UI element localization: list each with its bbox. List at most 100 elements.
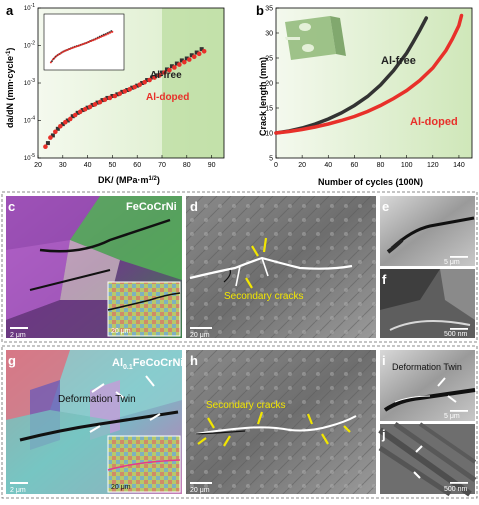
panel-a-point-free — [179, 58, 184, 63]
panel-a-xtick-label: 40 — [84, 162, 92, 169]
panel-b-xtick-label: 120 — [427, 162, 439, 169]
panel-a-ytick-label: 10-5 — [24, 153, 35, 162]
panel-a-legend-doped: Al-doped — [146, 92, 189, 103]
panel-i-scale: 5 μm — [444, 413, 460, 420]
panel-a-inset-point — [71, 47, 73, 50]
panel-e-label: e — [382, 199, 389, 214]
panel-a-point-doped — [102, 97, 108, 102]
panel-a-point-doped — [92, 102, 98, 107]
panel-a-point-free — [60, 122, 65, 127]
panel-a-point-doped — [201, 49, 207, 54]
panel-a-point-free — [100, 98, 105, 103]
panel-c-label: c — [8, 199, 15, 214]
panel-a-point-free — [50, 133, 55, 138]
panel-e-scale: 5 μm — [444, 259, 460, 266]
panel-i-sem — [380, 350, 476, 421]
panel-g-annotation: Deformation Twin — [58, 394, 136, 405]
panel-a-point-free — [135, 83, 140, 88]
panel-a-point-doped — [107, 95, 113, 101]
panel-a-point-doped — [142, 79, 147, 85]
panel-a-point-free — [169, 64, 174, 69]
panel-b-label: b — [256, 3, 264, 18]
panel-a-inset-point — [65, 49, 68, 52]
panel-a-inset-point — [49, 61, 52, 64]
specimen-icon — [285, 16, 346, 60]
panel-a-point-doped — [191, 54, 197, 60]
panel-h-annotation: Secondary cracks — [206, 400, 285, 411]
panel-a-xtick-label: 90 — [208, 162, 216, 169]
panel-a-point-doped — [172, 65, 177, 70]
bottom-row-frame — [1, 345, 478, 499]
panel-a-ylabel: da/dN (mm·cycle-1) — [5, 48, 15, 128]
panel-b-xtick-label: 100 — [401, 162, 413, 169]
panel-a-inset-point — [53, 56, 56, 59]
panel-b-xtick-label: 0 — [274, 162, 278, 169]
panel-e-sem — [380, 196, 475, 266]
panel-i-annotation: Deformation Twin — [392, 362, 462, 372]
panel-a-point-free — [75, 110, 80, 115]
panel-a-xlabel: DK/ (MPa·m1/2) — [98, 175, 160, 185]
panel-a-inset-point — [69, 47, 72, 50]
panel-b-ytick-label: 15 — [265, 106, 273, 113]
panel-a-inset-point — [86, 41, 89, 44]
panel-a-inset-point — [72, 46, 75, 49]
panel-b-lines — [274, 13, 464, 135]
panel-c-scale-bar — [10, 327, 28, 329]
panel-a-inset-point — [111, 30, 114, 33]
panel-g-scale: 2 μm — [10, 487, 26, 494]
panel-a-point-free — [184, 56, 189, 61]
panel-a-point-free — [194, 50, 199, 55]
panel-a-point-free — [130, 85, 135, 90]
panel-a-point-doped — [157, 73, 162, 78]
panel-a-xtick-label: 20 — [34, 162, 42, 169]
panel-a-inset-point — [55, 54, 58, 57]
panel-a-ytick-label: 10-1 — [24, 3, 35, 12]
panel-i-label: i — [382, 353, 386, 368]
panel-a-inset-point — [80, 43, 83, 46]
panel-a-inset-point — [57, 53, 60, 56]
panel-a-point-doped — [147, 77, 152, 83]
panel-a-inset-point — [74, 45, 77, 48]
panel-b-ytick-label: 10 — [265, 131, 273, 138]
panel-c-inset-scale: 20 μm — [111, 328, 131, 335]
panel-h-scale: 20 μm — [190, 487, 210, 494]
panel-e-scale-bar — [450, 256, 468, 258]
panel-a-point-doped — [72, 112, 78, 118]
panel-a-point-doped — [87, 104, 93, 110]
panel-a-point-doped — [112, 93, 118, 99]
panel-a-xtick-label: 30 — [59, 162, 67, 169]
panel-b-legend-free: Al-free — [381, 55, 416, 67]
panel-j-label: j — [381, 427, 386, 442]
panel-c-scale: 2 μm — [10, 332, 26, 339]
panel-b-ytick-label: 35 — [265, 6, 273, 13]
panel-a-point-doped — [167, 67, 172, 73]
panel-b-line-doped — [274, 13, 464, 135]
panel-a-inset-point — [51, 58, 54, 61]
panel-i-scale-bar — [450, 410, 468, 412]
panel-g-ebsd — [6, 350, 182, 494]
panel-a-point-free — [189, 53, 194, 58]
panel-a-inset-point — [63, 50, 66, 53]
panel-a-point-doped — [58, 124, 63, 129]
panel-a: 20 30 40 50 60 70 80 90 10-5 10-4 10-3 10-2 10-1 a A… — [5, 3, 225, 185]
panel-a-inset-point — [90, 40, 93, 43]
panel-a-point-doped — [97, 99, 103, 105]
panel-b-xtick-label: 80 — [377, 162, 385, 169]
panel-b-xtick-label: 20 — [298, 162, 306, 169]
panel-a-point-doped — [196, 51, 202, 57]
panel-a-inset-point — [105, 33, 108, 36]
panel-a-xtick-label: 70 — [158, 162, 166, 169]
panel-a-point-doped — [67, 116, 73, 122]
panel-a-inset-point — [103, 34, 106, 37]
panel-b-xtick-label: 140 — [453, 162, 465, 169]
panel-a-inset-point — [82, 43, 85, 46]
panel-a-point-doped — [177, 62, 182, 67]
panel-a-point-free — [105, 95, 110, 100]
panel-g-scale-bar — [10, 482, 28, 484]
panel-a-point-doped — [127, 86, 133, 92]
panel-a-ytick-label: 10-4 — [24, 116, 35, 125]
panel-a-inset-point — [99, 36, 102, 39]
panel-h-scale-bar — [190, 482, 212, 484]
panel-a-inset-point — [95, 37, 98, 40]
